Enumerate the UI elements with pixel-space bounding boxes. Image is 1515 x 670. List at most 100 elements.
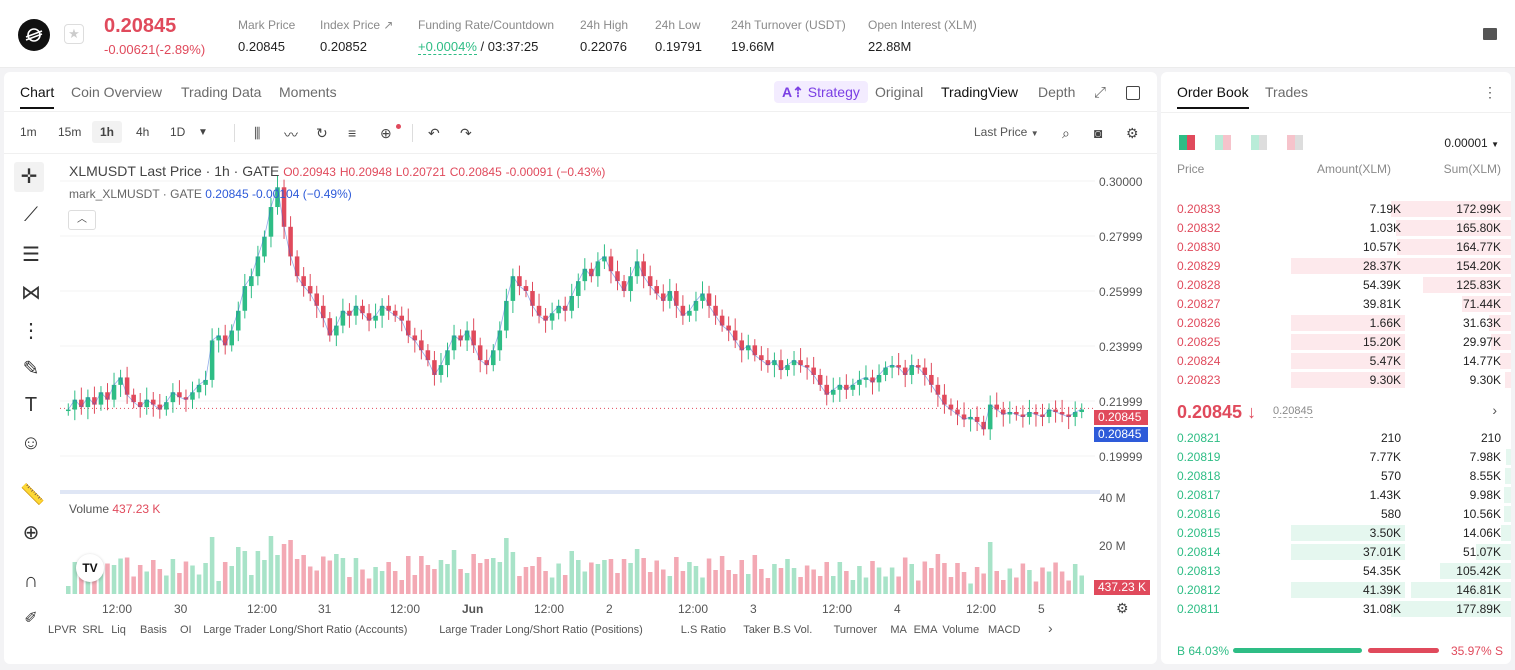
axis-settings-icon[interactable]: ⚙ (1116, 600, 1129, 616)
chevron-right-icon[interactable]: › (1048, 620, 1053, 636)
indicator-item[interactable]: MACD (988, 624, 1021, 636)
layout-icon[interactable]: ≡ (348, 125, 357, 141)
orderbook-row[interactable]: 0.20812 41.39K 146.81K (1161, 581, 1511, 600)
gear-icon[interactable]: ⚙ (1126, 125, 1139, 141)
pane-separator[interactable] (60, 490, 1100, 494)
tab-original[interactable]: Original (875, 84, 924, 100)
tab-tradingview[interactable]: TradingView (941, 84, 1019, 100)
stat-index-price[interactable]: Index Price ↗ 0.20852 (320, 18, 394, 54)
orderbook-row[interactable]: 0.20819 7.77K 7.98K (1161, 448, 1511, 467)
view-both-icon[interactable] (1179, 135, 1195, 150)
crosshair-icon[interactable]: ✛ (14, 162, 44, 192)
more-icon[interactable]: ⋮ (1483, 84, 1497, 100)
candle (177, 392, 182, 398)
tab-coin-overview[interactable]: Coin Overview (71, 84, 163, 100)
horizontal-lines-icon[interactable]: ☰ (22, 244, 40, 266)
row-price: 0.20827 (1177, 297, 1221, 311)
candlestick-chart[interactable] (60, 158, 1100, 598)
indicator-item[interactable]: SRL (82, 624, 104, 636)
price-type-select[interactable]: Last Price ▼ (974, 125, 1039, 139)
candle (517, 276, 522, 287)
amount-bar (1291, 258, 1405, 274)
timeframe-1m[interactable]: 1m (20, 125, 37, 139)
orderbook-row[interactable]: 0.20816 580 10.56K (1161, 505, 1511, 524)
zoom-in-icon[interactable]: ⊕ (22, 522, 40, 544)
magnet-icon[interactable]: ∩ (23, 570, 39, 592)
timeframe-4h[interactable]: 4h (136, 125, 150, 139)
tab-order-book[interactable]: Order Book (1177, 84, 1249, 109)
trendline-icon[interactable]: ⟋ (24, 204, 38, 226)
indicator-item[interactable]: Volume (942, 624, 980, 636)
candle (726, 325, 731, 331)
add-indicator-icon[interactable]: ⊕ (380, 125, 392, 141)
indicator-item[interactable]: L.S Ratio (680, 624, 727, 636)
orderbook-row[interactable]: 0.20829 28.37K 154.20K (1161, 257, 1511, 276)
candle (1007, 412, 1013, 415)
indicator-item[interactable]: LPVR (48, 624, 77, 636)
indicator-item[interactable]: MA (890, 624, 907, 636)
depth-bar (1423, 277, 1511, 293)
orderbook-row[interactable]: 0.20828 54.39K 125.83K (1161, 276, 1511, 295)
orderbook-row[interactable]: 0.20823 9.30K 9.30K (1161, 371, 1511, 390)
view-asks-icon[interactable] (1287, 135, 1303, 150)
emoji-icon[interactable]: ☺ (20, 432, 42, 454)
orderbook-row[interactable]: 0.20821 210 210 (1161, 429, 1511, 448)
orderbook-row[interactable]: 0.20824 5.47K 14.77K (1161, 352, 1511, 371)
brush-icon[interactable]: ✎ (22, 358, 40, 380)
orderbook-row[interactable]: 0.20815 3.50K 14.06K (1161, 524, 1511, 543)
favorite-star-icon[interactable]: ★ (64, 24, 84, 44)
pattern-icon[interactable]: ⋈ (21, 282, 41, 304)
tab-trades[interactable]: Trades (1265, 84, 1309, 100)
orderbook-row[interactable]: 0.20826 1.66K 31.63K (1161, 314, 1511, 333)
timeframe-1d[interactable]: 1D (170, 125, 186, 139)
drawing-tools: ✛ ⟋ ☰ ⋈ ⋮ ✎ T ☺ 📏 ⊕ ∩ ✐ (12, 156, 48, 656)
strategy-button[interactable]: A⇡ Strategy (774, 81, 868, 103)
indicator-item[interactable]: Liq (111, 624, 126, 636)
stat-funding-rate[interactable]: Funding Rate/Countdown +0.0004% / 03:37:… (418, 18, 555, 55)
replay-icon[interactable]: ↻ (316, 125, 328, 141)
window-icon[interactable] (1126, 86, 1140, 100)
view-split-icon[interactable] (1215, 135, 1231, 150)
orderbook-row[interactable]: 0.20813 54.35K 105.42K (1161, 562, 1511, 581)
orderbook-row[interactable]: 0.20830 10.57K 164.77K (1161, 238, 1511, 257)
text-icon[interactable]: T (24, 394, 38, 416)
collapse-legend-button[interactable]: ︿ (68, 210, 96, 230)
orderbook-row[interactable]: 0.20818 570 8.55K (1161, 467, 1511, 486)
indicator-item[interactable]: Basis (140, 624, 167, 636)
precision-select[interactable]: 0.00001 ▼ (1444, 136, 1499, 150)
indicator-item[interactable]: Taker B.S Vol. (743, 624, 813, 636)
candle-type-icon[interactable]: ⫼ (254, 125, 261, 141)
camera-icon[interactable]: ◙ (1094, 125, 1103, 141)
orderbook-row[interactable]: 0.20811 31.08K 177.89K (1161, 600, 1511, 619)
orderbook-row[interactable]: 0.20832 1.03K 165.80K (1161, 219, 1511, 238)
pencil-icon[interactable]: ✐ (24, 610, 38, 627)
tab-depth[interactable]: Depth (1038, 84, 1076, 100)
book-icon[interactable] (1483, 28, 1497, 40)
orderbook-row[interactable]: 0.20825 15.20K 29.97K (1161, 333, 1511, 352)
undo-icon[interactable]: ↶ (428, 125, 440, 141)
timeframe-1h[interactable]: 1h (92, 121, 123, 143)
tab-moments[interactable]: Moments (279, 84, 337, 100)
fullscreen-icon[interactable]: ⤢ (1094, 84, 1107, 101)
orderbook-row[interactable]: 0.20814 37.01K 51.07K (1161, 543, 1511, 562)
indicator-item[interactable]: Turnover (833, 624, 878, 636)
timeframe-15m[interactable]: 15m (58, 125, 82, 139)
indicator-item[interactable]: OI (180, 624, 192, 636)
indicator-icon[interactable]: 〰 (284, 127, 298, 143)
tradingview-logo[interactable]: TV (76, 554, 104, 582)
orderbook-row[interactable]: 0.20827 39.81K 71.44K (1161, 295, 1511, 314)
search-icon[interactable]: ⌕ (1062, 125, 1070, 141)
view-bids-icon[interactable] (1251, 135, 1267, 150)
tab-chart[interactable]: Chart (20, 84, 55, 109)
ruler-icon[interactable]: 📏 (20, 484, 45, 506)
fib-icon[interactable]: ⋮ (21, 320, 41, 342)
redo-icon[interactable]: ↷ (460, 125, 472, 141)
orderbook-row[interactable]: 0.20833 7.19K 172.99K (1161, 200, 1511, 219)
orderbook-row[interactable]: 0.20817 1.43K 9.98K (1161, 486, 1511, 505)
timeframe-dropdown-icon[interactable]: ▼ (198, 127, 208, 138)
indicator-item[interactable]: EMA (913, 624, 938, 636)
indicator-item[interactable]: Large Trader Long/Short Ratio (Accounts) (203, 624, 408, 636)
chevron-right-icon[interactable]: › (1492, 402, 1497, 418)
indicator-item[interactable]: Large Trader Long/Short Ratio (Positions… (439, 624, 643, 636)
tab-trading-data[interactable]: Trading Data (181, 84, 262, 100)
